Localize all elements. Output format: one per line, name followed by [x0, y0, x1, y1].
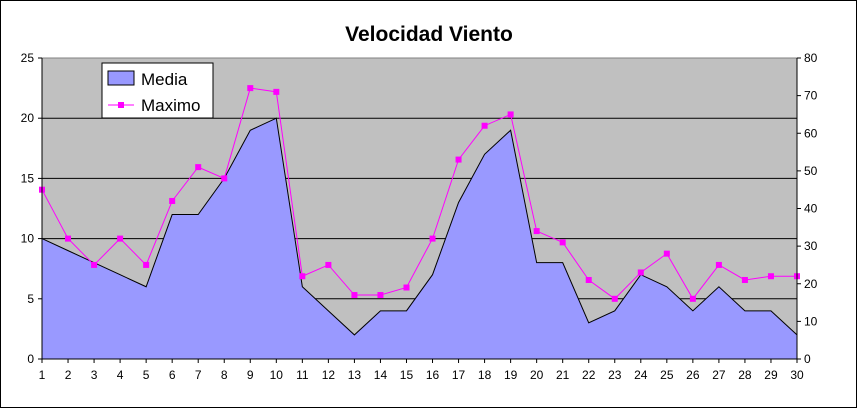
- y-right-tick-label: 0: [804, 352, 811, 366]
- x-tick-label: 10: [270, 368, 284, 382]
- maximo-point: [403, 284, 410, 291]
- y-right-tick-label: 50: [804, 164, 818, 178]
- x-tick-label: 16: [426, 368, 440, 382]
- maximo-point: [507, 111, 514, 118]
- maximo-point: [325, 261, 332, 268]
- x-tick-label: 18: [478, 368, 492, 382]
- x-tick-label: 22: [582, 368, 596, 382]
- x-tick-label: 12: [322, 368, 336, 382]
- legend: Media Maximo: [101, 62, 214, 119]
- x-tick-label: 3: [91, 368, 98, 382]
- maximo-point: [169, 197, 176, 204]
- maximo-point: [91, 261, 98, 268]
- maximo-point: [299, 273, 306, 280]
- y-left-tick-label: 10: [21, 232, 35, 246]
- x-tick-label: 5: [143, 368, 150, 382]
- y-right-tick-label: 70: [804, 89, 818, 103]
- maximo-point: [741, 276, 748, 283]
- maximo-point: [767, 273, 774, 280]
- x-tick-label: 24: [634, 368, 648, 382]
- x-tick-label: 19: [504, 368, 518, 382]
- legend-swatch-media: [107, 70, 135, 86]
- x-tick-label: 14: [374, 368, 388, 382]
- y-right-tick-label: 40: [804, 202, 818, 216]
- y-right-tick-label: 80: [804, 51, 818, 65]
- x-tick-label: 4: [117, 368, 124, 382]
- x-tick-label: 27: [712, 368, 726, 382]
- y-left-tick-label: 20: [21, 111, 35, 125]
- maximo-point: [559, 239, 566, 246]
- y-left-tick-label: 15: [21, 171, 35, 185]
- maximo-point: [637, 269, 644, 276]
- x-tick-label: 9: [247, 368, 254, 382]
- maximo-point: [221, 175, 228, 182]
- maximo-point: [377, 292, 384, 299]
- x-tick-label: 20: [530, 368, 544, 382]
- y-right-tick-label: 60: [804, 126, 818, 140]
- x-tick-label: 25: [660, 368, 674, 382]
- x-tick-label: 17: [452, 368, 466, 382]
- legend-label-maximo: Maximo: [141, 96, 201, 115]
- x-tick-label: 7: [195, 368, 202, 382]
- maximo-point: [117, 235, 124, 242]
- x-tick-label: 13: [348, 368, 362, 382]
- maximo-point: [429, 235, 436, 242]
- y-right-tick-label: 10: [804, 314, 818, 328]
- y-right-tick-label: 20: [804, 277, 818, 291]
- y-left-tick-label: 0: [27, 352, 34, 366]
- maximo-point: [65, 235, 72, 242]
- maximo-point: [715, 261, 722, 268]
- maximo-point: [247, 85, 254, 92]
- y-right-tick-label: 30: [804, 239, 818, 253]
- x-tick-label: 23: [608, 368, 622, 382]
- maximo-point: [611, 295, 618, 302]
- legend-marker-maximo: [118, 102, 124, 108]
- x-tick-label: 6: [169, 368, 176, 382]
- maximo-line: [41, 87, 797, 300]
- x-tick-label: 2: [65, 368, 72, 382]
- x-tick-label: 30: [790, 368, 804, 382]
- maximo-point: [689, 295, 696, 302]
- x-tick-label: 28: [738, 368, 752, 382]
- maximo-point: [143, 261, 150, 268]
- maximo-point: [455, 156, 462, 163]
- x-tick-label: 21: [556, 368, 570, 382]
- x-tick-label: 11: [296, 368, 309, 382]
- chart-title: Velocidad Viento: [345, 23, 513, 46]
- maximo-point: [533, 228, 540, 235]
- x-tick-label: 1: [39, 368, 46, 382]
- x-tick-label: 8: [221, 368, 228, 382]
- y-left-tick-label: 5: [27, 292, 34, 306]
- media-area-outline: [41, 117, 798, 336]
- legend-label-media: Media: [141, 70, 188, 89]
- maximo-point: [663, 250, 670, 257]
- y-left-tick-label: 25: [21, 51, 35, 65]
- x-tick-label: 26: [686, 368, 700, 382]
- media-area: [42, 118, 797, 359]
- x-tick-label: 29: [764, 368, 778, 382]
- x-tick-label: 15: [400, 368, 414, 382]
- maximo-point: [273, 88, 280, 95]
- maximo-point: [351, 292, 358, 299]
- maximo-point: [195, 164, 202, 171]
- maximo-point: [585, 276, 592, 283]
- maximo-point: [481, 122, 488, 129]
